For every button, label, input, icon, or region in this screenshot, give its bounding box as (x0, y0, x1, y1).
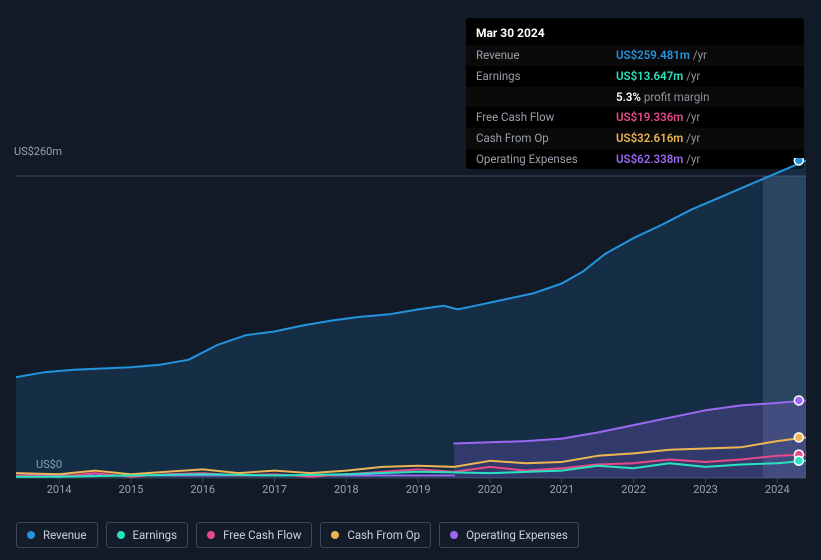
tooltip-row-label: Revenue (466, 45, 606, 66)
x-axis-year: 2019 (406, 483, 431, 496)
tooltip-row-label: Free Cash Flow (466, 107, 606, 128)
legend-dot-icon (450, 531, 458, 539)
legend-item[interactable]: Operating Expenses (439, 522, 579, 548)
tooltip-row-label: Earnings (466, 66, 606, 87)
tooltip-row: Free Cash FlowUS$19.336m/yr (466, 107, 804, 128)
x-axis-year: 2016 (190, 483, 215, 496)
tooltip-row-value: US$259.481m/yr (606, 45, 804, 66)
hover-tooltip: Mar 30 2024 RevenueUS$259.481m/yrEarning… (466, 18, 804, 169)
legend-item[interactable]: Cash From Op (320, 522, 431, 548)
legend-label: Free Cash Flow (223, 528, 301, 542)
tooltip-row-value: 5.3%profit margin (606, 87, 804, 108)
tooltip-row: 5.3%profit margin (466, 87, 804, 108)
tooltip-row: RevenueUS$259.481m/yr (466, 45, 804, 66)
x-axis-labels: 2014 2015 2016 2017 2018 2019 2020 2021 2022 2023… (16, 483, 806, 503)
legend-dot-icon (27, 531, 35, 539)
legend-label: Cash From Op (347, 528, 420, 542)
legend-item[interactable]: Revenue (16, 522, 98, 548)
chart-svg (16, 158, 806, 483)
legend-dot-icon (117, 531, 125, 539)
x-axis-year: 2020 (478, 483, 503, 496)
tooltip-row: EarningsUS$13.647m/yr (466, 66, 804, 87)
chart-page: Mar 30 2024 RevenueUS$259.481m/yrEarning… (0, 0, 821, 560)
tooltip-row-label: Cash From Op (466, 128, 606, 149)
legend-label: Earnings (133, 528, 178, 542)
tooltip-row-value: US$32.616m/yr (606, 128, 804, 149)
legend-dot-icon (207, 531, 215, 539)
x-axis-year: 2021 (549, 483, 574, 496)
legend-dot-icon (331, 531, 339, 539)
legend-item[interactable]: Earnings (106, 522, 189, 548)
tooltip-row-value: US$19.336m/yr (606, 107, 804, 128)
y-axis-label-max: US$260m (14, 145, 62, 158)
legend-label: Operating Expenses (466, 528, 568, 542)
x-axis-year: 2015 (119, 483, 144, 496)
tooltip-row-label (466, 87, 606, 108)
legend: Revenue Earnings Free Cash Flow Cash From O… (16, 522, 579, 548)
legend-item[interactable]: Free Cash Flow (196, 522, 312, 548)
legend-label: Revenue (43, 528, 87, 542)
tooltip-row: Cash From OpUS$32.616m/yr (466, 128, 804, 149)
tooltip-date: Mar 30 2024 (466, 18, 804, 45)
x-axis-year: 2018 (334, 483, 359, 496)
x-axis-year: 2022 (621, 483, 646, 496)
x-axis-year: 2014 (47, 483, 72, 496)
chart-area[interactable]: US$260m US$0 201420152016201720182019202… (16, 158, 806, 503)
x-axis-year: 2023 (693, 483, 718, 496)
tooltip-table: RevenueUS$259.481m/yrEarningsUS$13.647m/… (466, 45, 804, 169)
x-axis-year: 2024 (765, 483, 790, 496)
tooltip-row-value: US$13.647m/yr (606, 66, 804, 87)
x-axis-year: 2017 (262, 483, 287, 496)
